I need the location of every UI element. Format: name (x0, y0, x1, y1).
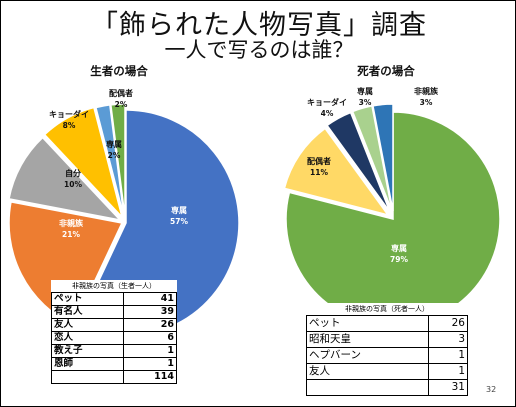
pie1-label-3: キョーダイ (49, 109, 89, 119)
pie2-value-0: 79% (390, 255, 408, 264)
tblR-label-2: ヘプバーン (306, 347, 429, 364)
pie2-slice-1 (283, 127, 390, 217)
page-number: 32 (486, 385, 497, 394)
pie1-label-1: 非親族 (59, 218, 84, 228)
pie1-title: 生者の場合 (90, 64, 148, 78)
tblR-value-2: 1 (427, 347, 469, 364)
tblL-value-0: 41 (122, 292, 178, 306)
pie1-label-5: 配偶者 (109, 88, 133, 98)
tblL-row-6: 114 (51, 370, 178, 384)
table-deceased-nonrelatives: 非親族の写真（死者一人） ペット 26 昭和天皇 3 ヘプバーン 1 友人 1 31 (306, 303, 469, 396)
tblR-row-3: 友人 1 (306, 363, 469, 380)
tblL-value-4: 1 (122, 344, 178, 358)
tblL-value-6: 114 (122, 370, 178, 384)
pie1-slice-2 (8, 136, 123, 222)
tblL-row-1: 有名人 39 (51, 305, 178, 319)
pie2-value-4: 3% (420, 98, 433, 107)
tblR-row-4: 31 (306, 379, 469, 396)
tblR-label-0: ペット (306, 315, 429, 332)
tblR-label-4 (306, 379, 429, 396)
tblL-label-1: 有名人 (51, 305, 124, 319)
tblL-value-5: 1 (122, 357, 178, 371)
tblR-row-1: 昭和天皇 3 (306, 331, 469, 348)
pie2-label-4: 非親族 (414, 86, 439, 96)
tblL-row-2: 友人 26 (51, 318, 178, 332)
pie2-label-0: 専属 (391, 243, 407, 253)
pie2-value-1: 11% (310, 168, 328, 177)
tblL-label-6 (51, 370, 124, 384)
tblR-value-4: 31 (427, 379, 469, 396)
pie2-slice-4 (372, 103, 394, 212)
tblR-row-0: ペット 26 (306, 315, 469, 332)
pie1-value-3: 8% (63, 121, 76, 130)
pie1-value-5: 2% (115, 100, 128, 109)
slide-subtitle: 一人で写るのは誰？ (164, 38, 354, 62)
pie2-label-1: 配偶者 (307, 156, 331, 166)
tblL-value-3: 6 (122, 331, 178, 345)
pie1-slice-5 (109, 103, 126, 218)
pie2-label-2: キョーダイ (307, 97, 347, 107)
table-deceased-title: 非親族の写真（死者一人） (306, 303, 468, 315)
pie1-label-4: 専属 (106, 139, 122, 149)
pie2-label-3: 専属 (357, 86, 373, 96)
tblL-row-4: 教え子 1 (51, 344, 178, 358)
tblR-value-3: 1 (427, 363, 469, 380)
tblL-row-5: 恩師 1 (51, 357, 178, 371)
pie1-slice-4 (94, 104, 125, 218)
tblL-row-0: ペット 41 (51, 292, 178, 306)
pie2-slice-2 (326, 111, 391, 213)
tblL-value-2: 26 (122, 318, 178, 332)
tblL-value-1: 39 (122, 305, 178, 319)
pie1-slice-3 (43, 106, 123, 218)
table-living-nonrelatives: 非親族の写真（生者一人） ペット 41 有名人 39 友人 26 恋人 6 教え子 1 恩師 1 114 (51, 280, 178, 384)
tblR-row-2: ヘプバーン 1 (306, 347, 469, 364)
pie1-value-2: 10% (64, 180, 82, 189)
tblL-label-2: 友人 (51, 318, 124, 332)
tblL-label-5: 恩師 (51, 357, 124, 371)
pie2-slice-3 (351, 105, 393, 212)
pie1-label-2: 自分 (65, 168, 81, 178)
pie2-title: 死者の場合 (357, 64, 415, 78)
pie2-value-3: 3% (359, 98, 372, 107)
table-living-title: 非親族の写真（生者一人） (51, 280, 177, 292)
pie1-value-1: 21% (62, 230, 80, 239)
tblL-row-3: 恋人 6 (51, 331, 178, 345)
tblL-label-3: 恋人 (51, 331, 124, 345)
tblL-label-0: ペット (51, 292, 124, 306)
tblR-label-3: 友人 (306, 363, 429, 380)
pie1-value-0: 57% (170, 217, 188, 226)
tblR-value-1: 3 (427, 331, 469, 348)
tblR-value-0: 26 (427, 315, 469, 332)
tblL-label-4: 教え子 (51, 344, 124, 358)
pie2-value-2: 4% (321, 109, 334, 118)
pie1-label-0: 専属 (171, 205, 187, 215)
pie1-value-4: 2% (108, 151, 121, 160)
slide-title: 「飾られた人物写真」調査 (91, 10, 427, 41)
tblR-label-1: 昭和天皇 (306, 331, 429, 348)
